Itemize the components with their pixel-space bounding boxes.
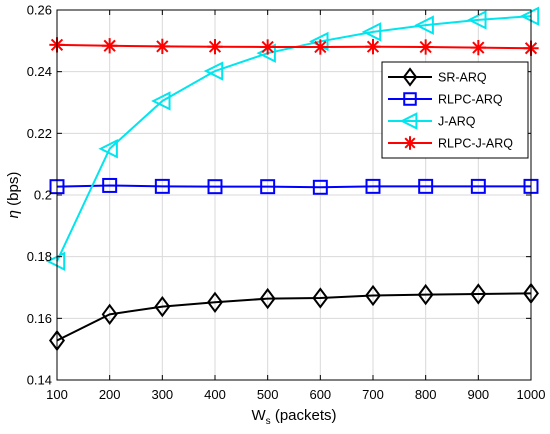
data-point-j-arq — [414, 15, 434, 35]
series-line-sr-arq — [56, 292, 532, 342]
x-tick-label: 800 — [415, 387, 437, 402]
asterisk-stroke — [156, 40, 169, 53]
x-tick-label: 900 — [467, 387, 489, 402]
data-point-rlpc-j-arq — [260, 39, 276, 55]
x-tick-label: 400 — [204, 387, 226, 402]
legend-label: RLPC-J-ARQ — [438, 137, 513, 151]
data-point-rlpc-j-arq — [154, 38, 170, 55]
legend-marker — [399, 112, 418, 130]
legend-entry-j-arq: J-ARQ — [388, 112, 476, 130]
x-tick-label: 100 — [46, 387, 68, 402]
data-point-j-arq — [467, 10, 487, 30]
ticks — [56, 9, 532, 381]
x-axis-label-sub: s — [266, 416, 271, 427]
x-tick-label: 600 — [309, 387, 331, 402]
legend-label: SR-ARQ — [438, 71, 487, 85]
y-tick-label: 0.16 — [27, 311, 52, 326]
legend-marker — [402, 67, 418, 87]
x-axis-label: Ws (packets) — [251, 407, 336, 427]
asterisk-stroke — [366, 40, 380, 53]
data-point-sr-arq — [417, 283, 434, 306]
data-point-rlpc-j-arq — [102, 38, 118, 54]
y-axis-label: η (bps) — [5, 172, 22, 219]
x-tick-label: 700 — [362, 387, 384, 402]
asterisk-stroke — [472, 41, 485, 54]
data-point-j-arq — [45, 251, 66, 272]
data-point-sr-arq — [259, 287, 276, 310]
asterisk-stroke — [404, 137, 416, 149]
x-tick-label: 500 — [257, 387, 279, 402]
y-tick-label: 0.14 — [27, 373, 52, 388]
tick-labels: 100 200 300 400 500 600 700 800 900 1000 0.14 0.16 0… — [27, 3, 546, 403]
data-point-rlpc-j-arq — [312, 39, 328, 55]
x-tick-label: 1000 — [517, 387, 546, 402]
data-point-rlpc-j-arq — [207, 39, 223, 55]
y-tick-label: 0.22 — [27, 126, 52, 141]
legend-entry-rlpc-j-arq: RLPC-J-ARQ — [388, 136, 513, 151]
y-tick-label: 0.26 — [27, 3, 52, 18]
series-line-rlpc-arq — [56, 184, 531, 189]
data-point-rlpc-arq — [260, 179, 276, 195]
legend-label: RLPC-ARQ — [438, 93, 503, 107]
data-point-rlpc-j-arq — [418, 39, 434, 55]
legend: SR-ARQ RLPC-ARQ J-ARQ RLPC-J-ARQ — [381, 61, 529, 159]
y-tick-label: 0.2 — [34, 188, 52, 203]
data-point-rlpc-arq — [365, 178, 381, 194]
data-point-sr-arq — [365, 284, 381, 307]
data-point-j-arq — [203, 61, 224, 81]
data-point-rlpc-j-arq — [365, 39, 381, 55]
data-point-rlpc-j-arq — [470, 39, 486, 56]
data-point-j-arq — [361, 22, 382, 42]
legend-marker — [403, 92, 417, 106]
asterisk-stroke — [103, 39, 116, 52]
legend-marker — [403, 136, 417, 150]
data-point-sr-arq — [101, 303, 118, 325]
x-tick-label: 300 — [151, 387, 173, 402]
y-tick-label: 0.24 — [27, 64, 52, 79]
asterisk-stroke — [419, 40, 432, 54]
data-point-sr-arq — [207, 291, 223, 313]
data-point-sr-arq — [470, 283, 487, 305]
legend-label: J-ARQ — [438, 115, 476, 129]
asterisk-stroke — [261, 40, 274, 54]
x-axis-label-main: W — [251, 407, 266, 424]
data-point-sr-arq — [154, 295, 171, 318]
y-tick-label: 0.18 — [27, 249, 52, 264]
data-point-rlpc-arq — [207, 179, 223, 195]
asterisk-stroke — [314, 40, 327, 54]
asterisk-stroke — [208, 40, 222, 53]
data-point-j-arq — [151, 91, 171, 111]
legend-entry-sr-arq: SR-ARQ — [388, 67, 487, 87]
data-point-j-arq — [519, 6, 540, 26]
data-point-rlpc-arq — [418, 178, 434, 194]
data-point-j-arq — [98, 139, 118, 159]
series-line-rlpc-j-arq — [56, 43, 532, 50]
legend-entry-rlpc-arq: RLPC-ARQ — [388, 92, 503, 107]
data-point-rlpc-arq — [470, 178, 486, 194]
data-point-sr-arq — [312, 287, 329, 309]
y-axis-label-symbol: η — [5, 210, 22, 218]
x-tick-label: 200 — [99, 387, 121, 402]
data-point-rlpc-arq — [154, 178, 170, 194]
x-axis-label-rest: (packets) — [271, 407, 337, 424]
y-axis-label-rest: (bps) — [5, 172, 22, 210]
data-point-rlpc-arq — [312, 179, 328, 195]
data-point-rlpc-arq — [102, 177, 118, 193]
